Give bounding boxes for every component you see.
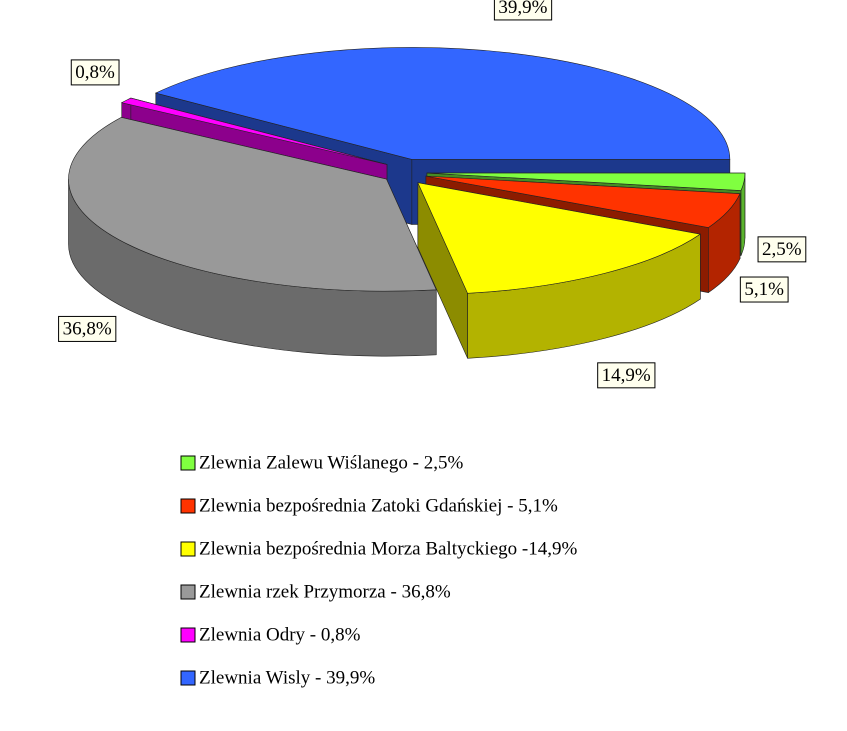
data-label: 36,8% [58, 315, 117, 342]
label-text: 0,8% [75, 62, 115, 83]
label-text: 39,9% [498, 0, 547, 18]
data-label: 14,9% [597, 362, 656, 389]
slice [417, 182, 702, 359]
legend-swatch [180, 541, 196, 557]
legend-swatch [180, 627, 196, 643]
legend-label: Zlewnia rzek Przymorza - 36,8% [199, 581, 451, 602]
slice-top [68, 117, 437, 292]
legend: Zlewnia Zalewu Wiślanego - 2,5% Zlewnia b… [180, 452, 577, 688]
legend-label: Zlewnia Odry - 0,8% [199, 624, 361, 645]
label-box [58, 315, 117, 342]
data-label: 39,9% [493, 0, 553, 21]
slice-top [417, 182, 702, 294]
legend-swatch [180, 584, 196, 600]
label-box [70, 59, 120, 86]
legend-label: Zlewnia Zalewu Wiślanego - 2,5% [199, 452, 463, 473]
label-text: 14,9% [602, 365, 651, 386]
legend-swatch [180, 455, 196, 471]
label-box [493, 0, 553, 21]
label-box [739, 276, 789, 303]
pie [68, 47, 746, 359]
labels: 2,5% 5,1% 14,9% 36,8% 0,8% 39,9% [58, 0, 807, 389]
legend-swatch [180, 498, 196, 514]
label-text: 36,8% [63, 318, 112, 339]
data-label: 5,1% [739, 276, 789, 303]
slice-top [426, 172, 746, 191]
data-label: 2,5% [757, 236, 807, 263]
label-text: 5,1% [744, 279, 784, 300]
data-label: 0,8% [70, 59, 120, 86]
slice-top [425, 175, 741, 228]
legend-label: Zlewnia bezpośrednia Zatoki Gdańskiej - … [199, 495, 558, 516]
slice [68, 116, 437, 357]
label-box [597, 362, 656, 389]
label-box [757, 236, 807, 263]
label-text: 2,5% [762, 239, 802, 260]
legend-swatch [180, 670, 196, 686]
slice-top [120, 97, 388, 165]
legend-label: Zlewnia Wisly - 39,9% [199, 667, 375, 688]
slice-top [154, 47, 731, 160]
legend-label: Zlewnia bezpośrednia Morza Baltyckiego -… [199, 538, 577, 559]
